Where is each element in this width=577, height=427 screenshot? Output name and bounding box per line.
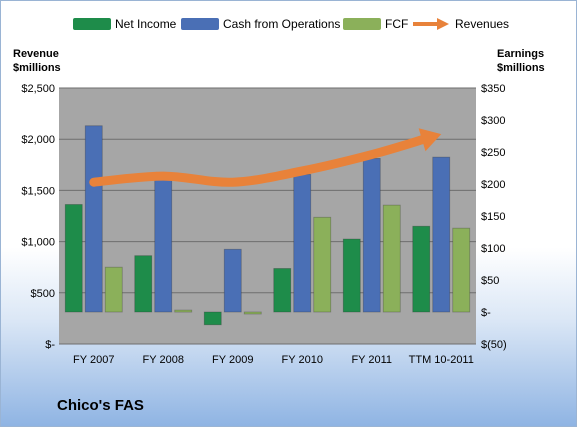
bar-fcf <box>243 311 262 315</box>
left-tick-label: $2,500 <box>21 83 55 95</box>
bar-net-income <box>342 238 361 313</box>
bar-net-income <box>412 225 431 313</box>
bar-cash-from-operations <box>432 156 451 313</box>
right-axis-title-line2: $millions <box>497 62 545 74</box>
legend-swatch-net-income <box>73 18 111 30</box>
left-tick-label: $- <box>45 339 55 351</box>
right-tick-label: $250 <box>481 147 505 159</box>
right-tick-label: $200 <box>481 179 505 191</box>
legend-swatch-fcf <box>343 18 381 30</box>
bar-cash-from-operations <box>154 177 173 313</box>
legend-item-fcf: FCF <box>343 13 408 35</box>
chart-title: Chico's FAS <box>57 397 144 414</box>
left-axis-title-line1: Revenue <box>13 48 59 60</box>
category-label: FY 2011 <box>351 354 392 366</box>
right-tick-label: $100 <box>481 243 505 255</box>
left-tick-label: $1,500 <box>21 185 55 197</box>
right-tick-label: $350 <box>481 83 505 95</box>
category-label: FY 2009 <box>212 354 253 366</box>
legend-item-revenues: Revenues <box>411 13 509 35</box>
legend-arrow-icon <box>413 18 449 30</box>
right-tick-label: $- <box>481 307 491 319</box>
right-axis-title-line1: Earnings <box>497 48 545 60</box>
bar-cash-from-operations <box>223 248 242 313</box>
bar-net-income <box>134 255 153 313</box>
legend-label-revenues: Revenues <box>455 17 510 31</box>
left-axis-title-line2: $millions <box>13 62 61 74</box>
bar-cash-from-operations <box>293 173 312 313</box>
right-tick-label: $300 <box>481 115 505 127</box>
bar-cash-from-operations <box>84 125 103 313</box>
bar-fcf <box>104 266 123 313</box>
bar-fcf <box>174 309 193 313</box>
revenues-arrow-line <box>89 134 431 187</box>
plot-area <box>59 88 476 344</box>
legend-swatch-cash-from-operations <box>181 18 219 30</box>
left-tick-label: $500 <box>31 288 55 300</box>
legend-label-cash-from-operations: Cash from Operations <box>223 17 341 31</box>
category-label: FY 2008 <box>143 354 184 366</box>
bar-fcf <box>452 227 471 313</box>
bar-net-income <box>273 268 292 313</box>
revenues-arrow-head <box>418 128 442 152</box>
category-label: FY 2007 <box>73 354 114 366</box>
legend-label-fcf: FCF <box>385 17 409 31</box>
legend-label-net-income: Net Income <box>115 17 177 31</box>
left-tick-label: $1,000 <box>21 237 55 249</box>
bar-net-income <box>203 311 222 326</box>
category-label: TTM 10-2011 <box>409 354 474 366</box>
legend-item-cash-from-operations: Cash from Operations <box>181 13 340 35</box>
bar-cash-from-operations <box>362 157 381 313</box>
category-label: FY 2010 <box>282 354 323 366</box>
left-tick-label: $2,000 <box>21 134 55 146</box>
right-axis-title: Earnings $millions <box>497 47 545 75</box>
right-tick-label: $150 <box>481 211 505 223</box>
legend: Net Income Cash from Operations FCF Reve… <box>1 13 576 35</box>
left-axis-title: Revenue $millions <box>13 47 61 75</box>
bar-fcf <box>382 204 401 313</box>
bar-fcf <box>313 216 332 313</box>
right-tick-label: $(50) <box>481 339 507 351</box>
legend-item-net-income: Net Income <box>73 13 176 35</box>
right-tick-label: $50 <box>481 275 499 287</box>
bar-net-income <box>64 204 83 313</box>
